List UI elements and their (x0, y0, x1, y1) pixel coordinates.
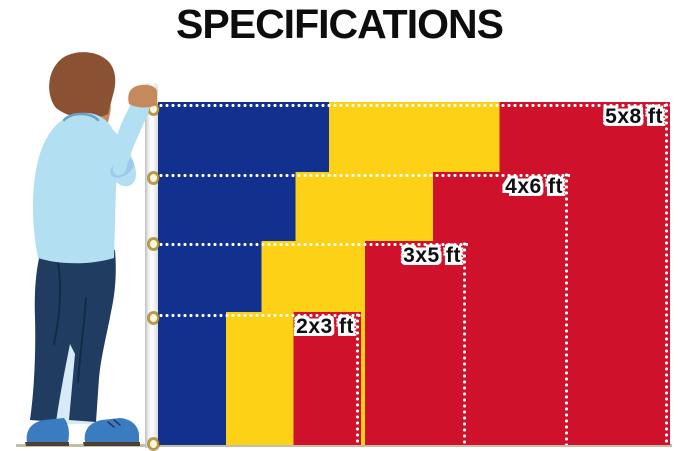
pants-crease-right (77, 297, 87, 383)
grommet-icon (148, 172, 159, 184)
legs-gap-shade (52, 326, 94, 424)
flag-pole (145, 83, 158, 448)
stitch-dots-top (158, 242, 468, 247)
flag-2x3: 2x3 ft (158, 312, 361, 445)
grommet-icon (148, 103, 159, 115)
grommet-icon (148, 312, 159, 324)
page-title: SPECIFICATIONS (176, 1, 504, 47)
stitch-dots-right (462, 241, 467, 445)
stitch-dots-top (158, 313, 361, 318)
size-label-2x3: 2x3 ft (296, 315, 354, 338)
ground-shadow-line (16, 444, 672, 447)
grommet-icon (148, 238, 159, 250)
size-label-5x8: 5x8 ft (605, 105, 663, 128)
stitch-dots-right (664, 102, 669, 445)
shoe-right (84, 418, 139, 442)
pants-crease-left (53, 261, 62, 345)
stitch-dots-top (158, 103, 670, 108)
stitch-dots-right (355, 312, 360, 445)
shoe-left (26, 418, 69, 442)
stitch-dots-top (158, 173, 570, 178)
size-label-3x5: 3x5 ft (403, 244, 461, 267)
shoe-lace-marks (107, 419, 121, 428)
grommet-icon (148, 438, 159, 450)
person-torso (32, 112, 118, 264)
person-neck-face (88, 92, 111, 134)
person-pants (30, 250, 116, 422)
stitch-dots-right (564, 172, 569, 445)
person-hair (49, 52, 116, 119)
person (25, 52, 157, 446)
person-upper-arm (98, 122, 136, 187)
size-label-4x6: 4x6 ft (505, 175, 563, 198)
collar-line (62, 112, 100, 122)
elbow-highlight (110, 158, 134, 178)
